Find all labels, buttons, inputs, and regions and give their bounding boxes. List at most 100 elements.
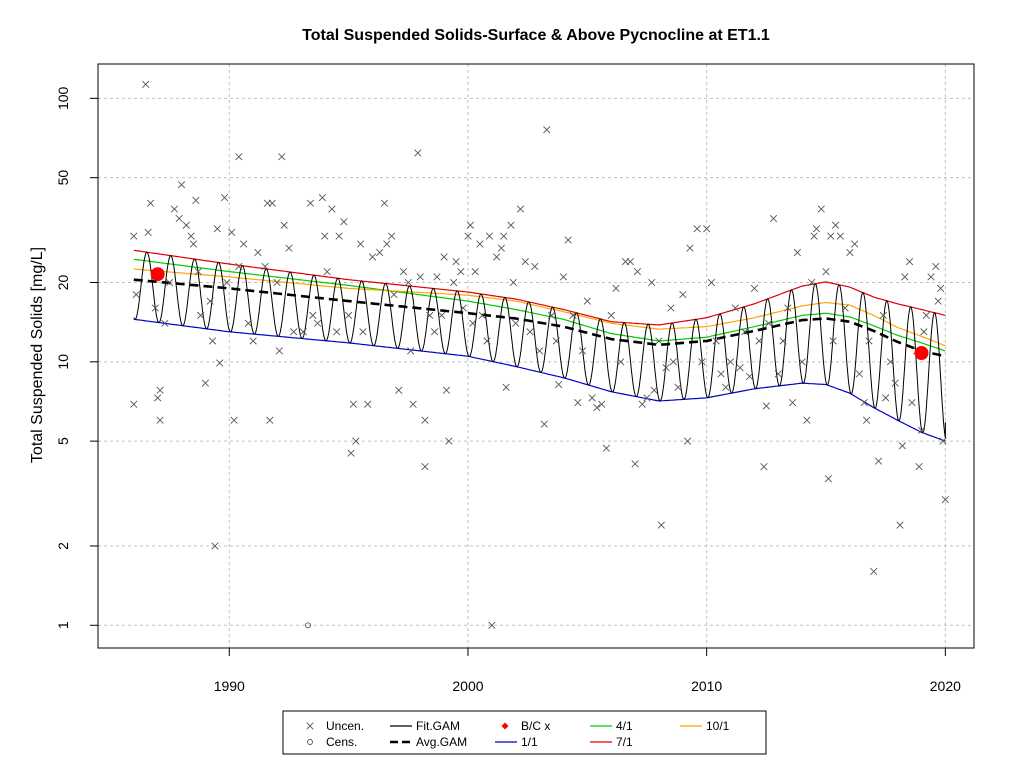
- legend-x-icon: [306, 722, 314, 730]
- uncensored-point-197: [901, 273, 909, 281]
- uncensored-point-128: [612, 284, 620, 292]
- uncensored-point-92: [466, 221, 474, 229]
- uncensored-point-168: [788, 399, 797, 407]
- uncensored-point-152: [717, 370, 725, 378]
- uncensored-point-108: [521, 258, 529, 266]
- legend-label-8: 10/1: [706, 719, 730, 733]
- uncensored-point-155: [731, 304, 739, 312]
- uncensored-point-186: [860, 399, 868, 407]
- uncensored-point-150: [707, 278, 716, 287]
- uncensored-point-135: [643, 394, 651, 402]
- uncensored-point-104: [507, 221, 515, 229]
- uncensored-point-65: [368, 253, 377, 261]
- uncensored-point-12: [170, 205, 178, 213]
- uncensored-point-113: [543, 126, 551, 134]
- uncensored-point-71: [395, 386, 403, 394]
- uncensored-point-2: [132, 290, 140, 299]
- legend: Uncen. Cens. Fit.GAM Avg.GAM B/C x 1/1 4/1 7/1 1…: [282, 710, 767, 755]
- uncensored-point-136: [648, 278, 656, 287]
- uncensored-point-157: [741, 328, 749, 336]
- uncensored-point-21: [201, 379, 210, 387]
- uncensored-point-14: [177, 181, 186, 189]
- uncensored-point-196: [898, 442, 907, 450]
- uncensored-point-31: [235, 262, 243, 271]
- uncensored-point-119: [569, 311, 577, 320]
- uncensored-point-201: [915, 463, 923, 471]
- uncensored-point-1: [130, 400, 138, 408]
- uncensored-point-60: [349, 400, 358, 408]
- uncensored-point-90: [459, 304, 467, 312]
- uncensored-point-81: [430, 328, 439, 336]
- uncensored-point-179: [829, 337, 837, 345]
- uncensored-point-125: [598, 400, 606, 408]
- uncensored-point-82: [433, 273, 441, 281]
- uncensored-point-143: [674, 383, 682, 391]
- uncensored-point-205: [927, 273, 935, 281]
- uncensored-point-137: [650, 386, 658, 394]
- uncensored-point-5: [146, 199, 155, 207]
- uncensored-point-114: [547, 311, 556, 320]
- uncensored-point-68: [383, 240, 391, 248]
- legend-label-0: Uncen.: [326, 719, 364, 733]
- uncensored-point-51: [318, 193, 326, 202]
- uncensored-point-203: [920, 328, 928, 336]
- uncensored-point-111: [535, 347, 544, 355]
- uncensored-point-209: [939, 437, 947, 445]
- uncensored-point-62: [356, 240, 365, 248]
- uncensored-point-112: [540, 420, 548, 428]
- uncensored-point-154: [726, 358, 735, 366]
- curve-s4_1: [133, 258, 946, 352]
- uncensored-point-194: [891, 379, 899, 387]
- uncensored-point-151: [712, 337, 720, 345]
- curve-s1_1: [133, 318, 946, 442]
- uncensored-point-147: [693, 225, 701, 233]
- uncensored-point-166: [779, 337, 787, 345]
- legend-label-5: 1/1: [521, 735, 538, 749]
- seasonal-curves: [133, 249, 946, 442]
- avg-gam-path: [133, 278, 946, 358]
- uncensored-point-169: [793, 248, 801, 257]
- bc-point-0: [150, 267, 165, 282]
- uncensored-point-192: [882, 394, 890, 402]
- uncensored-point-149: [703, 225, 711, 233]
- x-tick-label-2020: 2020: [930, 678, 961, 694]
- uncensored-point-198: [905, 258, 914, 266]
- uncensored-point-53: [323, 267, 331, 276]
- uncensored-point-206: [932, 262, 940, 271]
- y-tick-label-2: 2: [55, 542, 71, 550]
- uncensored-point-55: [333, 328, 341, 336]
- uncensored-point-101: [497, 244, 506, 252]
- uncensored-point-109: [526, 328, 534, 336]
- uncensored-point-19: [194, 267, 202, 276]
- uncensored-point-29: [228, 228, 236, 236]
- uncensored-point-84: [440, 253, 448, 261]
- uncensored-point-100: [492, 253, 501, 261]
- uncensored-point-41: [273, 278, 281, 287]
- uncensored-point-93: [469, 319, 477, 327]
- uncensored-point-9: [156, 416, 164, 424]
- uncensored-point-50: [313, 319, 322, 327]
- observations: [130, 80, 949, 629]
- uncensored-point-45: [285, 244, 293, 252]
- uncensored-point-98: [485, 232, 494, 240]
- uncensored-point-11: [165, 278, 174, 287]
- uncensored-point-187: [862, 416, 871, 424]
- uncensored-point-66: [376, 248, 384, 257]
- uncensored-point-44: [280, 221, 288, 229]
- uncensored-point-34: [244, 319, 252, 327]
- uncensored-point-167: [784, 304, 792, 312]
- x-tick-label-2000: 2000: [452, 678, 483, 694]
- uncensored-point-120: [574, 399, 582, 407]
- uncensored-point-177: [824, 475, 833, 483]
- uncensored-point-210: [941, 495, 949, 504]
- y-tick-label-10: 10: [55, 354, 71, 370]
- uncensored-point-183: [846, 248, 854, 257]
- uncensored-point-95: [476, 240, 484, 248]
- uncensored-point-15: [182, 221, 190, 229]
- legend-circle-icon: [307, 739, 313, 745]
- uncensored-point-88: [452, 258, 460, 266]
- uncensored-point-57: [340, 218, 348, 226]
- uncensored-point-139: [657, 521, 665, 529]
- uncensored-point-134: [638, 400, 646, 408]
- uncensored-point-43: [278, 153, 286, 161]
